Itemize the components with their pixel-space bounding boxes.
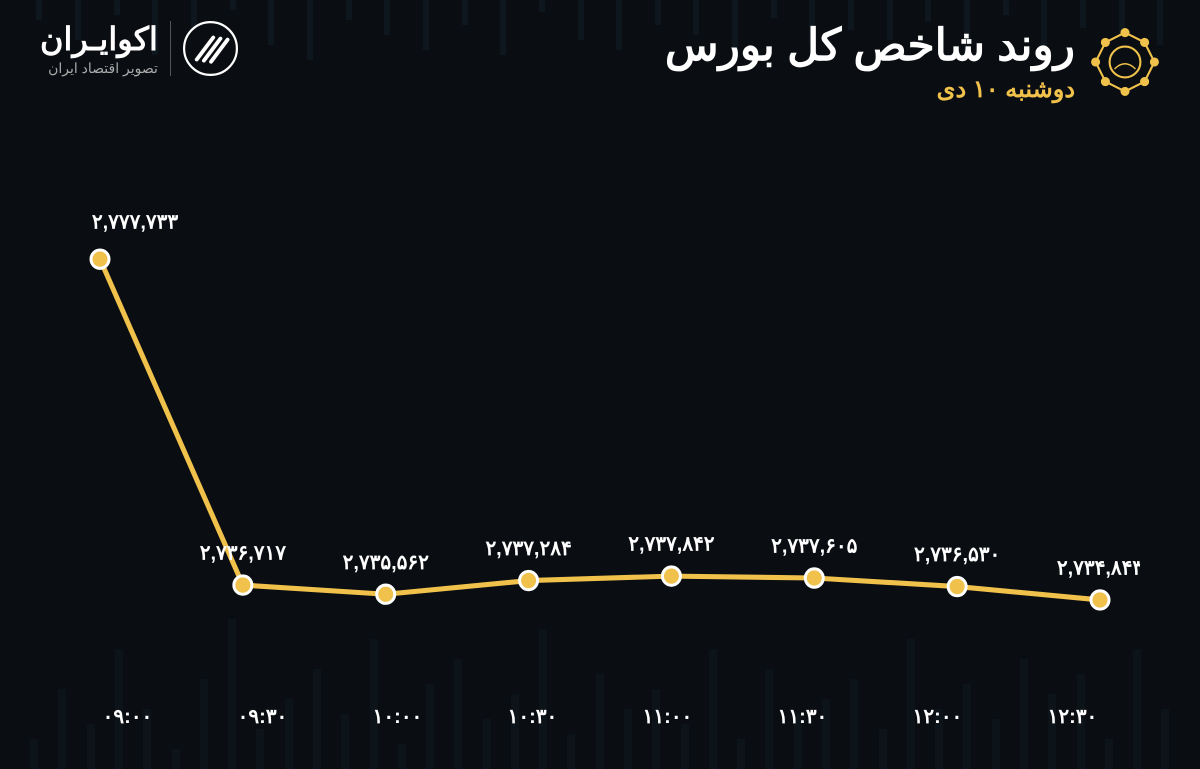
brand-tagline: تصویر اقتصاد ایران (40, 60, 158, 77)
brand-logo-icon (183, 21, 238, 76)
line-chart: ۲,۷۷۷,۷۳۳ ۲,۷۳۶,۷۱۷ ۲,۷۳۵,۵۶۲ ۲,۷۳۷,۲۸۴ ۲,۷۳… (60, 180, 1140, 669)
data-point-label: ۲,۷۳۷,۲۸۴ (485, 538, 571, 560)
exchange-emblem-icon (1090, 27, 1160, 97)
title-block: روند شاخص کل بورس دوشنبه ۱۰ دی (665, 20, 1160, 104)
x-axis-label: ۱۲:۰۰ (870, 704, 1005, 729)
x-axis-label: ۰۹:۰۰ (60, 704, 195, 729)
chart-subtitle: دوشنبه ۱۰ دی (665, 75, 1075, 104)
x-axis-label: ۱۲:۳۰ (1005, 704, 1140, 729)
x-axis-label: ۰۹:۳۰ (195, 704, 330, 729)
x-axis-label: ۱۱:۰۰ (600, 704, 735, 729)
data-point-label: ۲,۷۳۷,۸۴۲ (628, 533, 714, 555)
brand-divider (170, 21, 171, 76)
x-axis-label: ۱۰:۰۰ (330, 704, 465, 729)
brand-name: اکوایـران (40, 20, 158, 58)
data-point-label: ۲,۷۷۷,۷۳۳ (92, 211, 178, 233)
chart-title: روند شاخص کل بورس (665, 20, 1075, 71)
data-point-label: ۲,۷۳۷,۶۰۵ (771, 535, 857, 557)
data-point-label: ۲,۷۳۴,۸۴۳ (1057, 557, 1140, 579)
data-point-label: ۲,۷۳۶,۷۱۷ (200, 542, 286, 564)
x-axis-label: ۱۰:۳۰ (465, 704, 600, 729)
x-axis-labels: ۰۹:۰۰۰۹:۳۰۱۰:۰۰۱۰:۳۰۱۱:۰۰۱۱:۳۰۱۲:۰۰۱۲:۳۰ (60, 704, 1140, 729)
header: روند شاخص کل بورس دوشنبه ۱۰ دی اکوایـران… (40, 20, 1160, 104)
brand-block: اکوایـران تصویر اقتصاد ایران (40, 20, 238, 77)
x-axis-label: ۱۱:۳۰ (735, 704, 870, 729)
data-point-label: ۲,۷۳۶,۵۳۰ (914, 544, 1000, 566)
data-point-label: ۲,۷۳۵,۵۶۲ (343, 552, 429, 574)
